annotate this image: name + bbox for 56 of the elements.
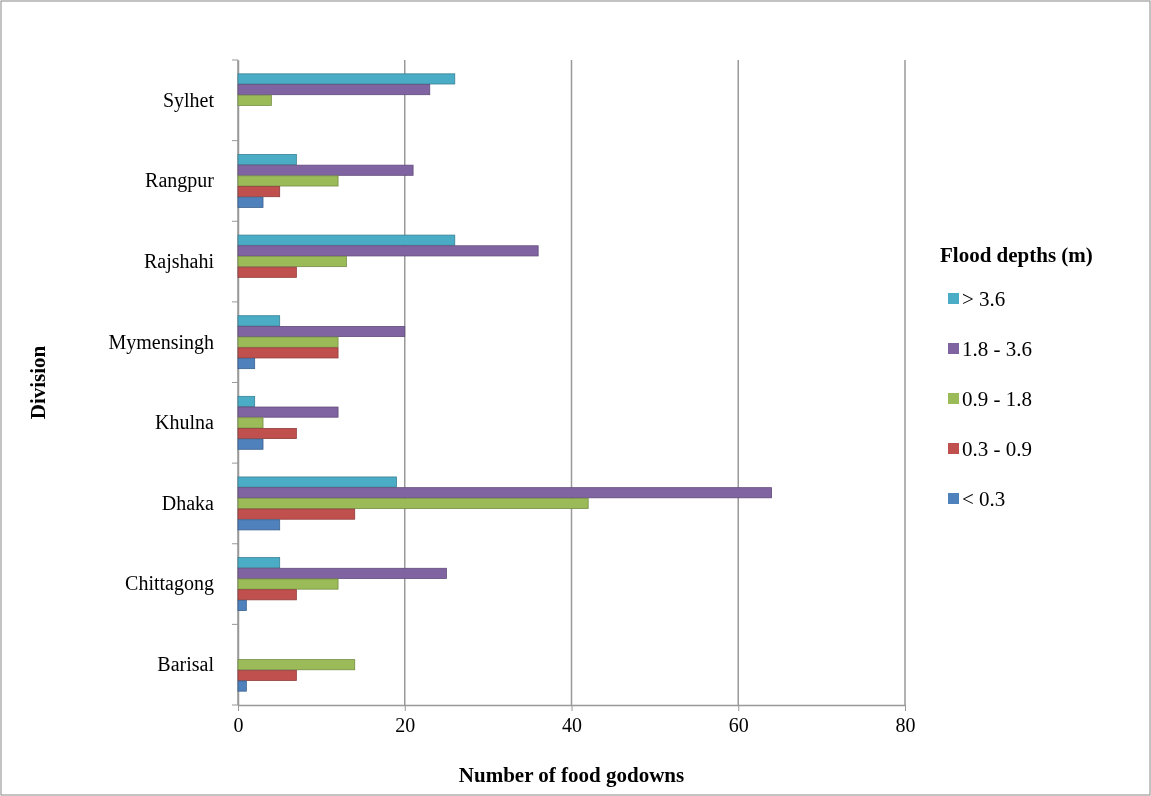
bar: [237, 497, 589, 509]
x-tick-label: 40: [562, 714, 582, 736]
bar: [237, 567, 447, 579]
bar: [237, 406, 339, 418]
bar: [237, 186, 281, 198]
bar: [237, 196, 264, 208]
legend-label: 0.9 - 1.8: [962, 387, 1032, 411]
bar: [237, 599, 247, 611]
bar: [237, 336, 339, 348]
y-tick-label: Barisal: [157, 653, 215, 676]
bar: [237, 589, 297, 601]
bar: [237, 557, 281, 569]
bar: [237, 476, 397, 488]
y-tick-label: Sylhet: [162, 88, 215, 112]
x-tick-label: 80: [895, 714, 916, 736]
x-axis-title: Number of food godowns: [458, 763, 685, 787]
y-axis-title: Division: [26, 345, 50, 420]
bar: [237, 266, 297, 278]
bar: [237, 669, 297, 681]
bar: [237, 508, 356, 520]
bar: [237, 659, 356, 671]
bar: [237, 73, 456, 85]
legend-label: > 3.6: [962, 287, 1006, 311]
y-tick-label: Rajshahi: [144, 249, 215, 273]
bar: [237, 94, 272, 106]
bar: [237, 428, 297, 439]
x-tick-label: 0: [233, 714, 244, 736]
legend-label: < 0.3: [962, 487, 1006, 511]
y-tick-label: Rangpur: [145, 169, 215, 193]
x-tick-label: 60: [728, 714, 749, 736]
legend-label: 1.8 - 3.6: [962, 337, 1032, 361]
y-tick-label: Khulna: [155, 411, 215, 434]
bar: [237, 395, 256, 407]
bar: [237, 519, 281, 531]
bar: [237, 154, 297, 166]
bar: [237, 438, 264, 450]
bar: [237, 417, 264, 429]
legend-title: Flood depths (m): [940, 243, 1093, 267]
y-tick-label: Dhaka: [161, 491, 215, 514]
bar: [237, 487, 772, 499]
bar: [237, 358, 256, 370]
bar: [237, 175, 339, 187]
bar: [237, 578, 339, 590]
y-tick-label: Mymensingh: [108, 330, 214, 354]
bar: [237, 164, 414, 176]
bar: [237, 315, 281, 327]
bar: [237, 256, 347, 268]
bar: [237, 245, 539, 257]
bar: [237, 234, 456, 246]
y-tick-label: Chittagong: [125, 572, 214, 596]
bar: [237, 347, 339, 359]
bar: [237, 326, 406, 337]
bar: [237, 84, 431, 96]
legend-label: 0.3 - 0.9: [962, 437, 1032, 461]
x-tick-label: 20: [395, 714, 416, 736]
bar: [237, 680, 247, 692]
